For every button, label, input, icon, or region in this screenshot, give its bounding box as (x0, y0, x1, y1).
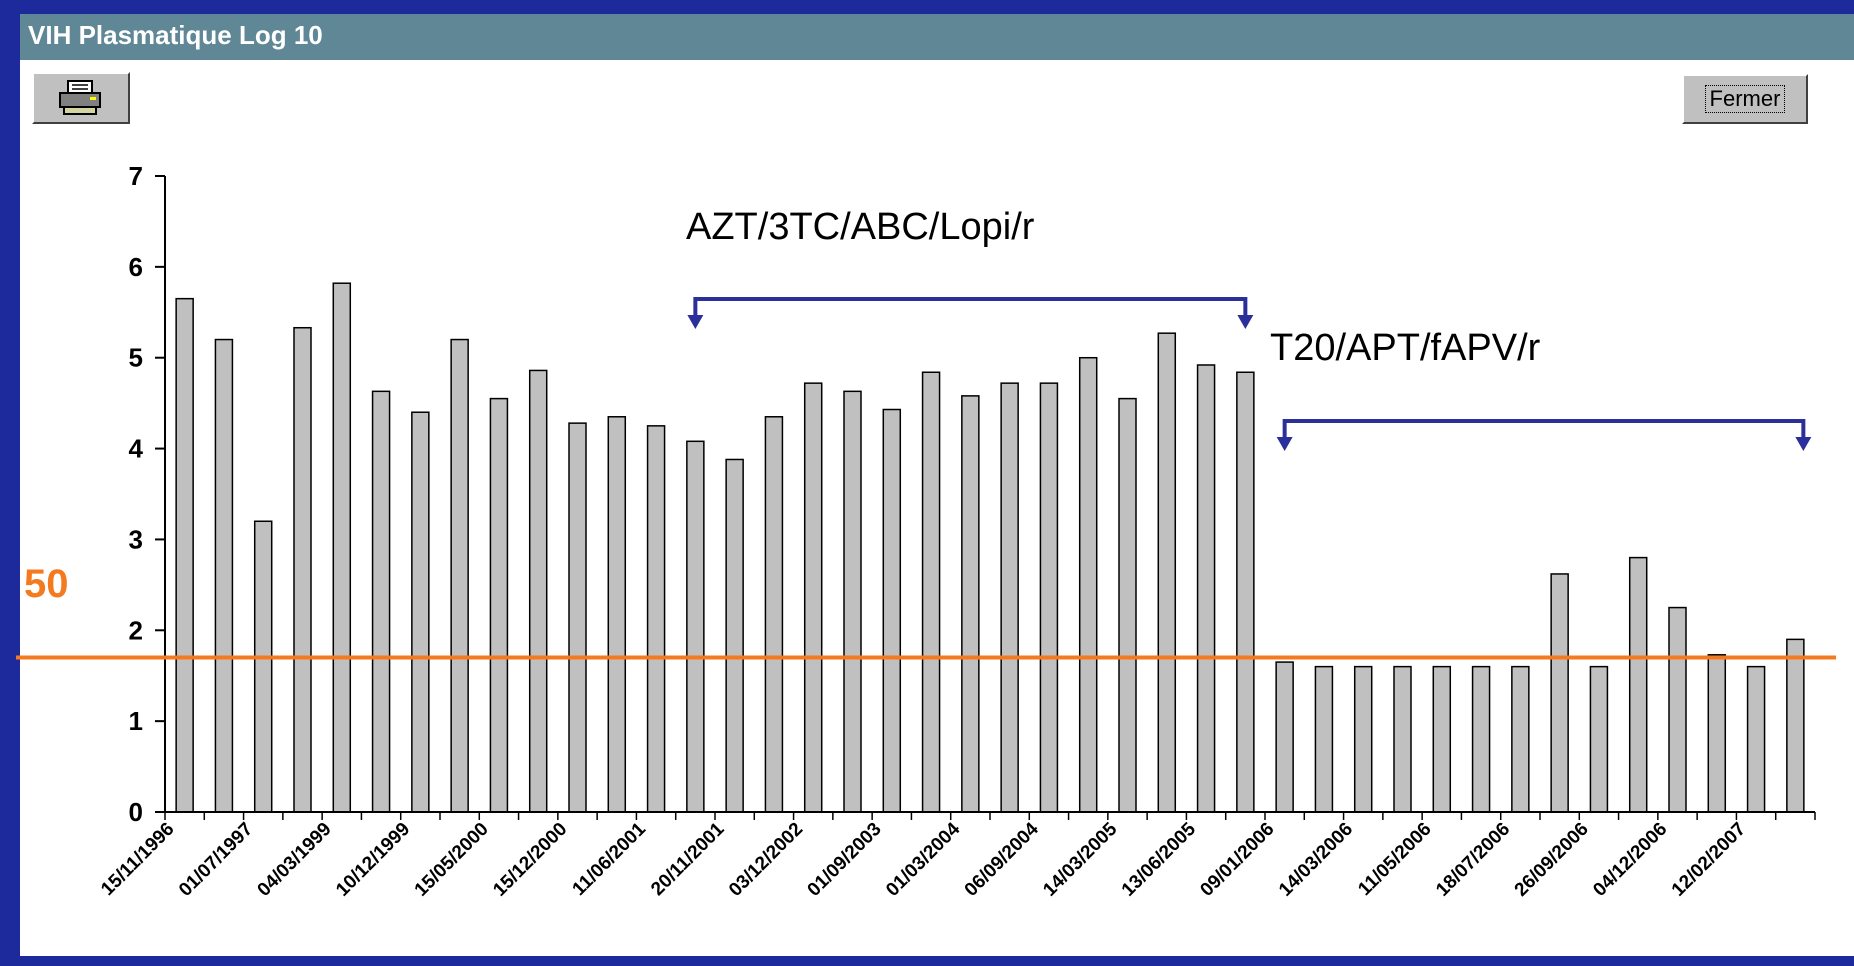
bar (411, 411, 430, 813)
y-tick-label: 1 (129, 706, 143, 736)
bar (1589, 665, 1609, 813)
x-tick-label: 18/07/2006 (1432, 819, 1514, 901)
bar (293, 326, 312, 813)
bracket-arrow-head (1795, 437, 1812, 451)
y-tick-label: 4 (129, 434, 144, 464)
x-tick-label: 11/05/2006 (1354, 819, 1435, 900)
x-tick-label: 10/12/1999 (332, 819, 414, 901)
x-tick-label: 01/07/1997 (175, 819, 257, 901)
x-tick-label: 13/06/2005 (1118, 818, 1200, 900)
print-button[interactable] (32, 72, 130, 124)
bar (1275, 661, 1294, 813)
y-axis: 0 1 2 3 4 5 6 7 (129, 161, 166, 827)
bar (1157, 332, 1177, 813)
x-tick-label: 26/09/2006 (1511, 819, 1593, 901)
bar (646, 425, 666, 813)
bar (1668, 606, 1687, 813)
bar (1314, 665, 1334, 813)
x-tick-label: 14/03/2005 (1039, 818, 1121, 900)
bar (1196, 364, 1216, 813)
bar (961, 395, 980, 813)
bar (1353, 665, 1373, 813)
x-tick-label: 11/06/2001 (569, 818, 651, 900)
bar (1393, 665, 1412, 813)
bar (1707, 654, 1727, 813)
threshold-line-group: 50 (16, 562, 1836, 660)
bar (803, 382, 823, 813)
bracket-arrow-head (1237, 315, 1254, 329)
regimen-label: T20/APT/fAPV/r (1270, 327, 1541, 369)
x-tick-label: 04/12/2006 (1589, 819, 1671, 901)
bar (1746, 665, 1766, 813)
x-tick-label: 15/11/1996 (97, 819, 178, 900)
bar (175, 297, 194, 813)
bar (882, 408, 902, 813)
y-tick-label: 7 (129, 161, 143, 191)
bar (1550, 573, 1569, 813)
bar (1511, 665, 1530, 813)
printer-icon (59, 80, 101, 115)
regimen-label: AZT/3TC/ABC/Lopi/r (686, 206, 1035, 248)
bar (843, 390, 862, 813)
bar (1078, 356, 1098, 813)
bar (332, 282, 352, 813)
bar (686, 440, 705, 813)
bar (450, 338, 469, 813)
bar-series (175, 282, 1805, 813)
y-tick-label: 2 (129, 615, 143, 645)
bar (489, 397, 509, 813)
bar (1786, 638, 1805, 813)
x-tick-label: 12/02/2007 (1668, 819, 1750, 901)
bar (1432, 665, 1452, 813)
bar (371, 390, 391, 813)
bar (921, 371, 941, 813)
y-tick-label: 3 (129, 524, 143, 554)
bar (214, 338, 234, 813)
close-button-label: Fermer (1704, 85, 1786, 113)
window-title: VIH Plasmatique Log 10 (28, 20, 323, 50)
y-tick-label: 0 (129, 797, 143, 827)
bar (1628, 556, 1648, 813)
x-tick-label: 06/09/2004 (961, 818, 1043, 900)
x-tick-label: 20/11/2001 (647, 818, 729, 900)
bar (1000, 382, 1019, 813)
regimen-bracket (693, 297, 1248, 317)
bracket-arrow-head (687, 315, 704, 329)
close-button[interactable]: Fermer (1682, 74, 1808, 124)
x-tick-label: 04/03/1999 (254, 819, 336, 901)
y-tick-label: 5 (129, 343, 143, 373)
bar (607, 416, 627, 813)
x-tick-label: 03/12/2002 (725, 819, 807, 901)
bar (568, 422, 587, 813)
bar (528, 369, 548, 813)
x-tick-label: 01/03/2004 (882, 818, 964, 900)
x-tick-label: 15/05/2000 (411, 819, 493, 901)
bar (1236, 371, 1255, 813)
x-axis: 15/11/199601/07/199704/03/199910/12/1999… (97, 811, 1816, 901)
threshold-label: 50 (24, 562, 69, 606)
y-tick-label: 6 (129, 252, 143, 282)
x-tick-label: 09/01/2006 (1196, 819, 1278, 901)
x-tick-label: 15/12/2000 (489, 819, 571, 901)
bar (1118, 397, 1137, 813)
bracket-arrow-head (1276, 437, 1293, 451)
regimen-bracket (1282, 419, 1806, 439)
bar (1039, 382, 1059, 813)
bar (1471, 665, 1491, 813)
bar (725, 458, 744, 813)
bar (764, 416, 784, 813)
regimen-annotations: AZT/3TC/ABC/Lopi/r T20/APT/fAPV/r (686, 206, 1812, 451)
bar (253, 520, 273, 813)
x-tick-label: 14/03/2006 (1275, 819, 1357, 901)
title-bar: VIH Plasmatique Log 10 (20, 14, 1854, 60)
x-tick-label: 01/09/2003 (804, 819, 886, 901)
